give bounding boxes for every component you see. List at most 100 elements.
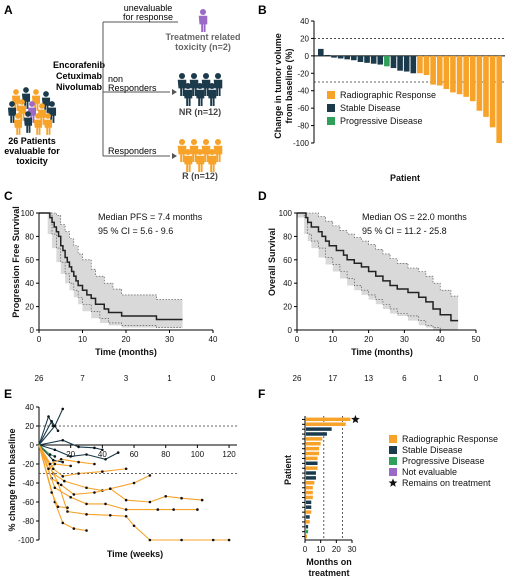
- panelC-xtick-label: 30: [165, 335, 174, 344]
- e-data-point: [51, 467, 55, 471]
- b-ytick-label: -40: [297, 87, 309, 96]
- person-body-icon: [213, 145, 223, 162]
- b-bar: [410, 55, 417, 74]
- panelC-ytick-label: 100: [21, 209, 35, 218]
- e-data-point: [148, 538, 152, 542]
- panelD-risk-count: 6: [402, 374, 407, 383]
- f-xtick-label: 20: [332, 545, 341, 554]
- f-bar: [306, 495, 313, 500]
- b-bar: [377, 55, 384, 65]
- person-head-icon: [29, 101, 35, 107]
- panelC-risk-count: 1: [167, 374, 172, 383]
- e-data-point: [196, 508, 199, 511]
- b-bar: [496, 55, 502, 143]
- f-bar: [306, 446, 320, 451]
- b-bar: [423, 55, 430, 76]
- e-ytick-label: -20: [22, 460, 34, 469]
- e-data-point: [47, 415, 50, 418]
- swimmer-plot: Patient Months on treatment 0 10 20 30 Radio…: [283, 414, 498, 578]
- f-bar: [306, 490, 313, 495]
- b-ytick-label: 0: [305, 52, 310, 61]
- person-head-icon: [25, 111, 31, 117]
- b-bar: [443, 55, 450, 89]
- e-patient-line: [38, 444, 68, 509]
- panelC-xtick-label: 20: [122, 335, 131, 344]
- c-xlabel: Time (months): [95, 347, 157, 357]
- e-xtick-label: 120: [222, 450, 236, 459]
- panelD-ytick-label: 100: [279, 209, 293, 218]
- panelD-risk-count: 17: [328, 374, 337, 383]
- person-body-icon: [213, 79, 223, 96]
- person-body-icon: [183, 155, 193, 172]
- b-legend-label: Progressive Disease: [340, 116, 423, 126]
- e-xtick-label: 20: [66, 450, 75, 459]
- e-data-point: [61, 407, 65, 411]
- b-ytick-label: -100: [293, 139, 310, 148]
- patients-label-3: toxicity: [16, 156, 48, 166]
- e-data-point: [116, 451, 120, 454]
- arrow-icon: [172, 89, 177, 95]
- f-bar: [306, 510, 312, 514]
- person-body-icon: [31, 95, 41, 111]
- e-data-point: [48, 453, 52, 456]
- f-legend-label: Stable Disease: [402, 445, 463, 455]
- f-bar: [306, 520, 310, 524]
- e-data-point: [77, 445, 80, 449]
- b-bar: [403, 55, 410, 72]
- e-data-point: [85, 513, 88, 516]
- non-responder-group-icon: [177, 72, 223, 106]
- person-head-icon: [13, 89, 19, 95]
- person-head-icon: [208, 148, 216, 156]
- e-data-point: [104, 502, 107, 506]
- person-body-icon: [43, 119, 53, 135]
- panelC-ytick-label: 20: [25, 303, 34, 312]
- b-xlabel: Patient: [390, 173, 420, 183]
- e-data-point: [101, 448, 104, 452]
- e-data-point: [63, 479, 66, 483]
- b-bar: [417, 55, 423, 74]
- e-data-point: [180, 496, 183, 500]
- e-data-point: [124, 467, 128, 471]
- panel-label-e: E: [4, 387, 12, 401]
- e-data-point: [50, 419, 53, 423]
- person-head-icon: [33, 89, 39, 95]
- b-bar: [489, 55, 496, 128]
- e-data-point: [51, 458, 55, 462]
- b-ylabel-1: Change in tumor volume: [273, 33, 283, 139]
- branch-unevaluable-1: unevaluable: [124, 3, 173, 13]
- f-bar: [306, 529, 309, 534]
- b-bar: [450, 55, 456, 93]
- e-data-point: [61, 460, 65, 464]
- e-data-point: [200, 498, 204, 502]
- person-head-icon: [39, 103, 45, 109]
- e-data-point: [69, 464, 72, 468]
- panelD-ytick-label: 60: [283, 256, 292, 265]
- f-legend-label: Radiographic Response: [402, 434, 498, 444]
- f-bar: [306, 451, 320, 456]
- e-data-point: [56, 429, 60, 433]
- f-legend-label: Not evaluable: [402, 467, 457, 477]
- e-data-point: [47, 467, 50, 471]
- person-body-icon: [17, 105, 27, 121]
- nr-label: NR (n=12): [179, 107, 221, 117]
- person-body-icon: [7, 107, 17, 123]
- panelC-risk-count: 7: [80, 374, 85, 383]
- e-data-point: [48, 462, 52, 466]
- c-median-annotation: Median PFS = 7.4 months: [98, 212, 203, 222]
- e-data-point: [227, 538, 231, 542]
- person-body-icon: [11, 95, 21, 111]
- e-data-point: [61, 438, 65, 442]
- panelC-xtick-label: 40: [209, 335, 218, 344]
- panelD-survival-line: [297, 212, 459, 322]
- panelD-xtick-label: 20: [364, 335, 373, 344]
- person-head-icon: [43, 91, 49, 97]
- e-data-point: [104, 457, 107, 461]
- e-data-point: [85, 529, 88, 532]
- b-bar: [483, 55, 489, 117]
- e-ytick-label: 20: [25, 422, 34, 431]
- person-head-icon: [9, 101, 15, 107]
- f-legend-swatch: [389, 468, 397, 476]
- flow-diagram: 26 Patients evaluable for toxicity Encor…: [4, 3, 240, 181]
- e-xtick-label: 60: [130, 450, 139, 459]
- panelD-risk-count: 0: [474, 374, 479, 383]
